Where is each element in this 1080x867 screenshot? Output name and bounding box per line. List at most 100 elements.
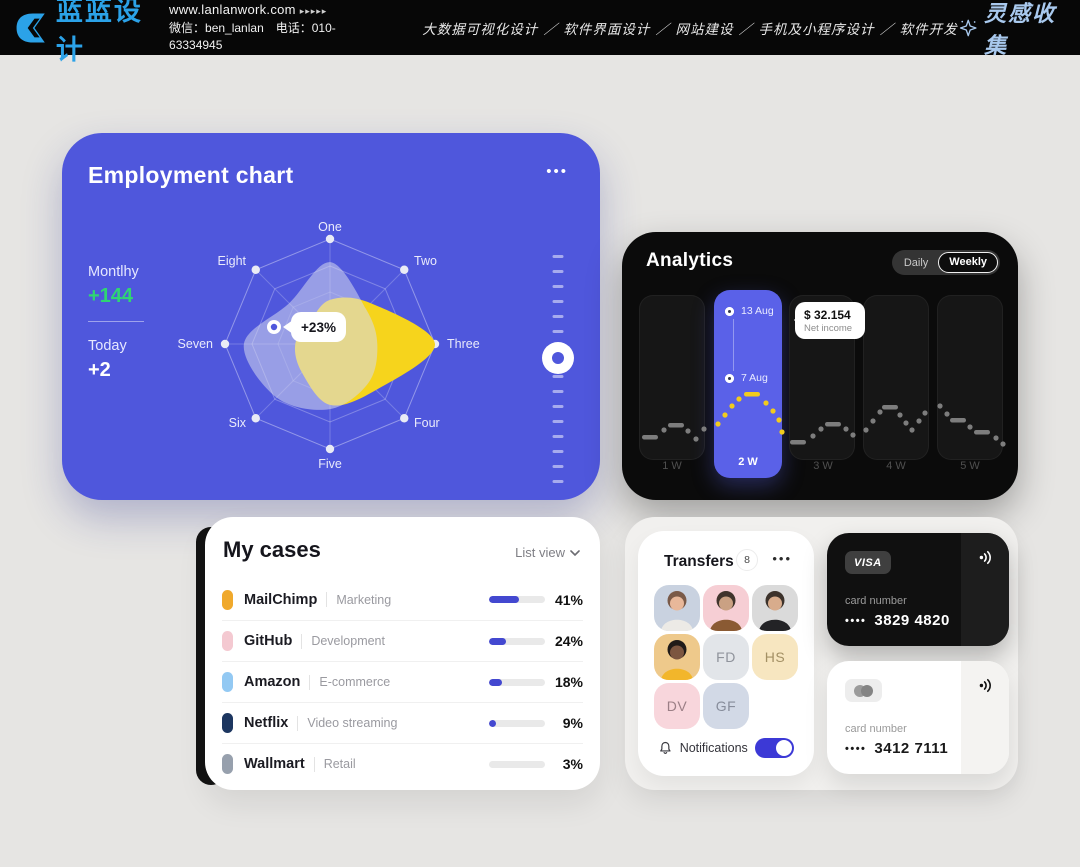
stat-divider bbox=[88, 321, 144, 322]
contact-initials-hs[interactable]: HS bbox=[752, 634, 798, 680]
date-bottom-label: 7 Aug bbox=[741, 372, 768, 384]
week-label: 1 W bbox=[662, 460, 682, 472]
person-photo-icon bbox=[759, 591, 791, 631]
brand-name: 蓝蓝设计 bbox=[55, 0, 143, 65]
employment-title: Employment chart bbox=[88, 162, 294, 188]
analytics-title: Analytics bbox=[646, 250, 734, 271]
company-category: Development bbox=[311, 634, 385, 648]
case-row-github[interactable]: GitHub Development 24% bbox=[222, 620, 583, 661]
company-category: Retail bbox=[323, 757, 356, 771]
contact-initials-gf[interactable]: GF bbox=[703, 683, 749, 729]
mastercard-logo bbox=[845, 679, 882, 702]
progress-percent: 18% bbox=[554, 674, 583, 690]
contact-avatar-2[interactable] bbox=[703, 585, 749, 631]
svg-text:+23%: +23% bbox=[301, 320, 336, 335]
toggle-knob bbox=[776, 740, 792, 756]
week-label: 2 W bbox=[738, 456, 758, 468]
case-row-wallmart[interactable]: Wallmart Retail 3% bbox=[222, 743, 583, 784]
card-number-label: card number bbox=[845, 595, 907, 607]
contact-avatar-4[interactable] bbox=[654, 634, 700, 680]
company-name: Netflix bbox=[244, 715, 289, 731]
radar-annotation-badge: +23% bbox=[267, 312, 346, 342]
company-icon bbox=[222, 631, 233, 651]
progress-bar bbox=[489, 596, 545, 603]
contact-avatar-3[interactable] bbox=[752, 585, 798, 631]
analytics-column-1w[interactable] bbox=[639, 295, 705, 460]
separator bbox=[301, 633, 303, 649]
notifications-row: Notifications bbox=[658, 738, 794, 758]
website-line: www.lanlanwork.com ▸▸▸▸▸ bbox=[169, 1, 358, 20]
bank-card-light: card number •••• 3412 7111 bbox=[827, 661, 1009, 774]
list-view-dropdown[interactable]: List view bbox=[515, 545, 580, 560]
separator bbox=[309, 674, 311, 690]
employment-menu-button[interactable]: ••• bbox=[546, 163, 568, 180]
radar-axis-label: Four bbox=[414, 416, 440, 430]
week-label: 4 W bbox=[886, 460, 906, 472]
bank-card-dark: VISA card number •••• 3829 4820 bbox=[827, 533, 1009, 646]
date-marker-top: 13 Aug bbox=[725, 305, 774, 317]
contact-initials-dv[interactable]: DV bbox=[654, 683, 700, 729]
progress-bar bbox=[489, 719, 545, 727]
progress-bar bbox=[489, 678, 545, 686]
progress-percent: 9% bbox=[562, 715, 583, 731]
analytics-column-4w[interactable] bbox=[863, 295, 929, 460]
person-photo-icon bbox=[661, 591, 693, 631]
week-label: 3 W bbox=[813, 460, 833, 472]
separator bbox=[313, 756, 315, 772]
progress-fill bbox=[489, 719, 496, 727]
radar-axis-label: Eight bbox=[218, 254, 247, 268]
chevron-down-icon bbox=[570, 549, 580, 556]
company-icon bbox=[222, 713, 233, 733]
contact-avatar-1[interactable] bbox=[654, 585, 700, 631]
transfers-title: Transfers bbox=[664, 553, 734, 570]
inspiration-collect[interactable]: 灵感收集 bbox=[958, 0, 1066, 60]
card-number-digits: 3829 4820 bbox=[874, 612, 950, 629]
transfers-menu-button[interactable]: ••• bbox=[772, 551, 792, 566]
slider-knob-center bbox=[552, 352, 564, 364]
progress-percent: 41% bbox=[554, 591, 583, 608]
date-top-label: 13 Aug bbox=[741, 305, 774, 317]
company-icon bbox=[222, 754, 233, 774]
analytics-column-5w[interactable] bbox=[937, 295, 1003, 460]
analytics-column-2w[interactable] bbox=[714, 290, 782, 478]
progress-bar bbox=[489, 637, 545, 645]
transfers-count-badge: 8 bbox=[736, 549, 758, 571]
card-number-value: •••• 3829 4820 bbox=[845, 612, 950, 629]
marker-dot-icon bbox=[725, 373, 734, 383]
case-row-mailchimp[interactable]: MailChimp Marketing 41% bbox=[222, 579, 583, 620]
lanlan-logo-icon bbox=[16, 12, 45, 43]
notifications-label: Notifications bbox=[679, 741, 748, 755]
card-number-digits: 3412 7111 bbox=[874, 740, 949, 757]
sparkle-star-icon bbox=[959, 19, 977, 36]
analytics-card: Analytics Daily Weekly 1 W 2 W 3 W 4 W 5 W 1… bbox=[622, 232, 1018, 500]
case-row-netflix[interactable]: Netflix Video streaming 9% bbox=[222, 702, 583, 743]
top-banner: 蓝蓝设计 www.lanlanwork.com ▸▸▸▸▸ 微信：ben_lan… bbox=[0, 0, 1080, 65]
radar-axis-label: Six bbox=[229, 416, 247, 430]
radar-axis-label: Five bbox=[318, 457, 342, 471]
today-label: Today bbox=[88, 338, 127, 354]
contact-initials-fd[interactable]: FD bbox=[703, 634, 749, 680]
case-row-amazon[interactable]: Amazon E-commerce 18% bbox=[222, 661, 583, 702]
company-category: Marketing bbox=[336, 592, 392, 607]
monthly-label: Montlhy bbox=[88, 264, 139, 280]
website-url[interactable]: www.lanlanwork.com bbox=[169, 1, 296, 17]
vertical-slider[interactable] bbox=[538, 238, 578, 498]
toggle-weekly[interactable]: Weekly bbox=[938, 252, 998, 273]
notifications-toggle[interactable] bbox=[754, 738, 794, 758]
contact-block: www.lanlanwork.com ▸▸▸▸▸ 微信：ben_lanlan 电… bbox=[169, 1, 358, 55]
masked-digits: •••• bbox=[845, 614, 867, 627]
separator bbox=[297, 715, 299, 731]
toggle-daily[interactable]: Daily bbox=[903, 256, 929, 269]
card-number-label: card number bbox=[845, 723, 907, 735]
wechat-phone-line: 微信：ben_lanlan 电话：010-63334945 bbox=[169, 20, 336, 52]
card-number-value: •••• 3412 7111 bbox=[845, 740, 948, 757]
radar-axis-label: Seven bbox=[178, 337, 213, 351]
contactless-icon bbox=[979, 678, 991, 693]
marker-dot-icon bbox=[725, 306, 734, 316]
company-icon bbox=[222, 589, 233, 610]
radar-axis-label: Two bbox=[414, 254, 437, 268]
company-name: Amazon bbox=[244, 674, 301, 690]
arrows-decoration: ▸▸▸▸▸ bbox=[299, 5, 328, 16]
card-side-strip bbox=[961, 533, 1009, 646]
